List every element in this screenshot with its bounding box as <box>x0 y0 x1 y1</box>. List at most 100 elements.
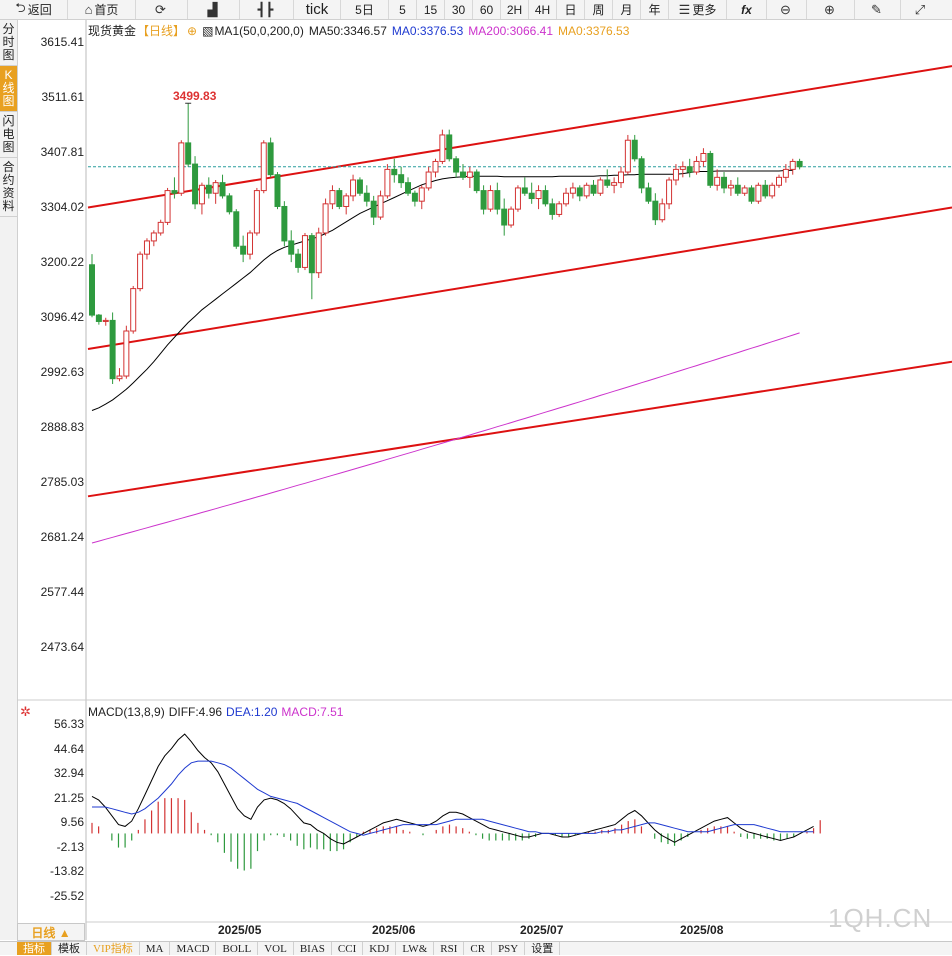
indicator-tab-0[interactable]: 指标 <box>17 942 52 955</box>
menu-icon: ☰ <box>678 1 691 17</box>
indicator-tab-6[interactable]: VOL <box>258 942 294 955</box>
candle-body <box>645 187 652 202</box>
period-button-9[interactable]: 月 <box>613 0 641 19</box>
more-button[interactable]: ☰ 更多 <box>669 0 727 19</box>
indicator-tab-8[interactable]: CCI <box>332 942 364 955</box>
candle-body <box>528 192 535 200</box>
period-button-0[interactable]: 5日 <box>341 0 389 19</box>
candle-body <box>308 235 315 274</box>
macd-tick-label: 32.94 <box>53 766 84 780</box>
macd-settings-icon[interactable]: ✲ <box>20 704 31 719</box>
candle-body <box>185 142 192 165</box>
indicator-tab-1[interactable]: 模板 <box>52 942 87 955</box>
candle-body <box>521 187 528 194</box>
period-button-5[interactable]: 2H <box>501 0 529 19</box>
settings-icon[interactable]: ⊕ <box>187 24 198 38</box>
zoom-in-button[interactable]: ⊕ <box>807 0 855 19</box>
indicator-tab-3[interactable]: MA <box>140 942 171 955</box>
tick-button[interactable]: tick <box>294 0 341 19</box>
candle-body <box>205 184 212 194</box>
fullscreen-button[interactable]: ⤢ <box>901 0 941 19</box>
back-button[interactable]: ⮌ 返回 <box>0 0 68 19</box>
period-button-8[interactable]: 周 <box>585 0 613 19</box>
sidebar-tab-1[interactable]: K线图 <box>0 66 17 112</box>
candle-body <box>137 253 144 290</box>
period-button-4[interactable]: 60 <box>473 0 501 19</box>
indicator-tab-7[interactable]: BIAS <box>294 942 332 955</box>
view-sidebar: 分时图 K线图 闪电图 合约资料 <box>0 20 18 940</box>
candle-body <box>755 184 762 202</box>
macd-legend: MACD(13,8,9) DIFF:4.96 DEA:1.20 MACD:7.51 <box>88 705 347 719</box>
candle-body <box>501 208 508 226</box>
indicator-tab-4[interactable]: MACD <box>170 942 217 955</box>
candle-body <box>714 176 721 186</box>
candle-body <box>425 171 432 189</box>
period-button-7[interactable]: 日 <box>557 0 585 19</box>
indicator-tab-2[interactable]: VIP指标 <box>87 942 140 955</box>
candle-body <box>116 375 123 380</box>
period-selector-tab[interactable]: 日线 ▲ <box>17 923 85 941</box>
candle-body <box>459 171 466 178</box>
candle-body <box>301 235 308 268</box>
zoom-out-button[interactable]: ⊖ <box>767 0 807 19</box>
candle-body <box>597 179 604 194</box>
date-tick-label: 2025/06 <box>372 923 416 937</box>
candle-body <box>143 240 150 255</box>
candle-body <box>638 158 645 189</box>
candle-body <box>123 330 130 377</box>
period-button-1[interactable]: 5 <box>389 0 417 19</box>
refresh-button[interactable]: ⟳ <box>136 0 188 19</box>
sidebar-tab-0[interactable]: 分时图 <box>0 20 17 66</box>
home-button[interactable]: ⌂ 首页 <box>68 0 136 19</box>
price-tick-label: 3200.22 <box>40 255 84 269</box>
candle-body <box>487 190 494 210</box>
price-tick-label: 3511.61 <box>41 90 85 104</box>
pencil-icon: ✎ <box>871 1 882 17</box>
candle-body <box>102 319 109 322</box>
candle-body <box>514 187 521 210</box>
candle-body <box>226 195 233 213</box>
ma1-label: MA1(50,0,200,0) <box>214 24 304 38</box>
candle-body <box>253 190 260 234</box>
price-tick-label: 3407.81 <box>40 145 84 159</box>
candle-body <box>611 182 618 186</box>
candle-body <box>604 179 611 186</box>
sidebar-tab-2[interactable]: 闪电图 <box>0 112 17 158</box>
indicator-tab-bar: 指标 模板 VIP指标 MA MACD BOLL VOL BIAS CCI KDJ LW& RSI CR… <box>0 941 952 955</box>
indicator-tab-5[interactable]: BOLL <box>216 942 259 955</box>
period-button-3[interactable]: 30 <box>445 0 473 19</box>
candle-body <box>130 288 137 332</box>
candle-body <box>473 171 480 192</box>
indicator-tab-9[interactable]: KDJ <box>363 942 397 955</box>
candle-body <box>762 184 769 197</box>
ma0-value-orange: MA0:3376.53 <box>558 24 630 38</box>
candle-body <box>617 171 624 184</box>
ma-picture-icon: ▧ <box>202 24 214 38</box>
draw-button[interactable]: ✎ <box>855 0 901 19</box>
candle-body <box>446 134 453 160</box>
indicator-tab-13[interactable]: PSY <box>492 942 526 955</box>
period-button-6[interactable]: 4H <box>529 0 557 19</box>
indicator-tab-11[interactable]: RSI <box>434 942 465 955</box>
formula-button[interactable]: fx <box>727 0 767 19</box>
indicator-tab-12[interactable]: CR <box>464 942 493 955</box>
candle-body <box>247 232 254 255</box>
candle-body <box>693 160 700 173</box>
candle-body <box>707 152 714 186</box>
candle-body <box>480 190 487 210</box>
channel-line-1 <box>87 206 952 351</box>
sidebar-tab-3[interactable]: 合约资料 <box>0 158 17 217</box>
period-button-2[interactable]: 15 <box>417 0 445 19</box>
candle-body <box>315 232 322 274</box>
macd-value: MACD:7.51 <box>281 705 344 719</box>
candle-body <box>267 142 274 176</box>
candle-body <box>192 163 199 205</box>
candlestick-button[interactable]: ┫┣ <box>240 0 294 19</box>
indicator-tab-10[interactable]: LW& <box>396 942 435 955</box>
indicator-tab-14[interactable]: 设置 <box>525 942 561 955</box>
candle-body <box>288 240 295 255</box>
macd-diff-line <box>91 733 814 845</box>
period-button-10[interactable]: 年 <box>641 0 669 19</box>
bar-chart-button[interactable]: ▟ <box>188 0 240 19</box>
